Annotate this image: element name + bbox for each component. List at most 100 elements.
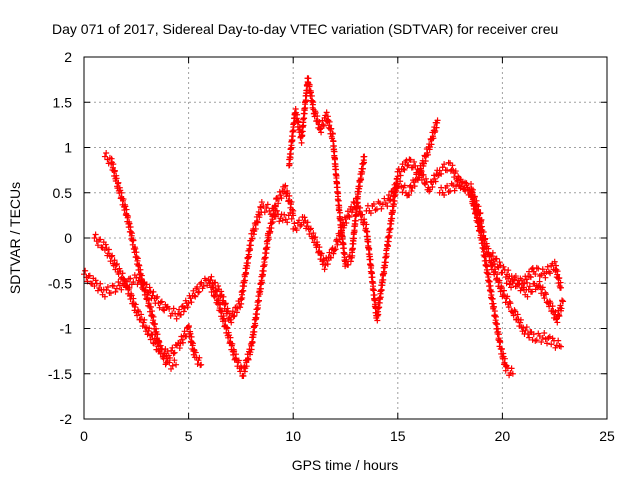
data-point [138, 272, 145, 279]
data-point [123, 206, 130, 213]
data-point [307, 226, 314, 233]
data-point [324, 261, 331, 268]
data-point [310, 230, 317, 237]
data-point [404, 162, 411, 169]
data-point [491, 303, 498, 310]
data-point [127, 224, 134, 231]
data-point [328, 125, 335, 132]
data-point [436, 167, 443, 174]
data-point [389, 193, 396, 200]
data-point [494, 263, 501, 270]
data-point [127, 229, 134, 236]
data-point [178, 303, 185, 310]
data-point [408, 187, 415, 194]
data-point [243, 363, 250, 370]
data-point [180, 308, 187, 315]
data-point [557, 284, 564, 291]
data-point [532, 271, 539, 278]
data-point [434, 117, 441, 124]
data-point [298, 139, 305, 146]
data-point [275, 200, 282, 207]
data-point [416, 174, 423, 181]
data-point [250, 331, 257, 338]
data-point [485, 271, 492, 278]
data-point [277, 192, 284, 199]
data-point [420, 171, 427, 178]
data-point [556, 312, 563, 319]
data-point [411, 158, 418, 165]
data-point [118, 189, 125, 196]
x-tick-label: 15 [390, 428, 406, 444]
data-point [493, 255, 500, 262]
data-point [261, 209, 268, 216]
data-point [543, 291, 550, 298]
data-point [444, 182, 451, 189]
data-point [231, 348, 238, 355]
data-point [145, 327, 152, 334]
data-point [188, 333, 195, 340]
data-point [134, 312, 141, 319]
data-point [557, 343, 564, 350]
data-point [151, 320, 158, 327]
data-point [220, 293, 227, 300]
data-point [107, 290, 114, 297]
data-point [316, 244, 323, 251]
data-point [412, 162, 419, 169]
data-point [378, 205, 385, 212]
data-point [170, 305, 177, 312]
data-point [526, 334, 533, 341]
data-point [348, 203, 355, 210]
data-point [514, 311, 521, 318]
data-point [288, 215, 295, 222]
data-point [185, 322, 192, 329]
data-point [267, 228, 274, 235]
data-point [124, 278, 131, 285]
data-point [261, 261, 268, 268]
data-point [259, 271, 266, 278]
data-point [118, 286, 125, 293]
x-tick-label: 10 [285, 428, 301, 444]
series-satellite-track-5 [286, 75, 368, 270]
data-point [458, 180, 465, 187]
data-point [509, 370, 516, 377]
data-point [548, 341, 555, 348]
data-point [508, 284, 515, 291]
data-point [347, 258, 354, 265]
data-point [146, 325, 153, 332]
data-point [547, 270, 554, 277]
data-point [429, 183, 436, 190]
data-point [235, 357, 242, 364]
data-point [288, 198, 295, 205]
data-point [489, 249, 496, 256]
data-point [305, 75, 312, 82]
data-point [375, 311, 382, 318]
data-point [269, 219, 276, 226]
data-point [302, 98, 309, 105]
data-point [343, 220, 350, 227]
data-point [547, 299, 554, 306]
data-point [361, 159, 368, 166]
data-point [198, 279, 205, 286]
data-point [191, 292, 198, 299]
data-point [536, 278, 543, 285]
data-point [488, 253, 495, 260]
data-point [485, 245, 492, 252]
data-point [207, 277, 214, 284]
data-point [294, 111, 301, 118]
data-point [533, 337, 540, 344]
series-satellite-track-7 [363, 117, 441, 217]
data-point [539, 266, 546, 273]
data-point [503, 280, 510, 287]
data-point [538, 338, 545, 345]
data-point [290, 127, 297, 134]
data-point [544, 263, 551, 270]
data-point [102, 241, 109, 248]
data-point [255, 297, 262, 304]
data-point [430, 135, 437, 142]
data-point [323, 257, 330, 264]
data-point [554, 268, 561, 275]
data-point [103, 149, 110, 156]
data-point [257, 288, 264, 295]
data-point [309, 97, 316, 104]
data-point [104, 284, 111, 291]
